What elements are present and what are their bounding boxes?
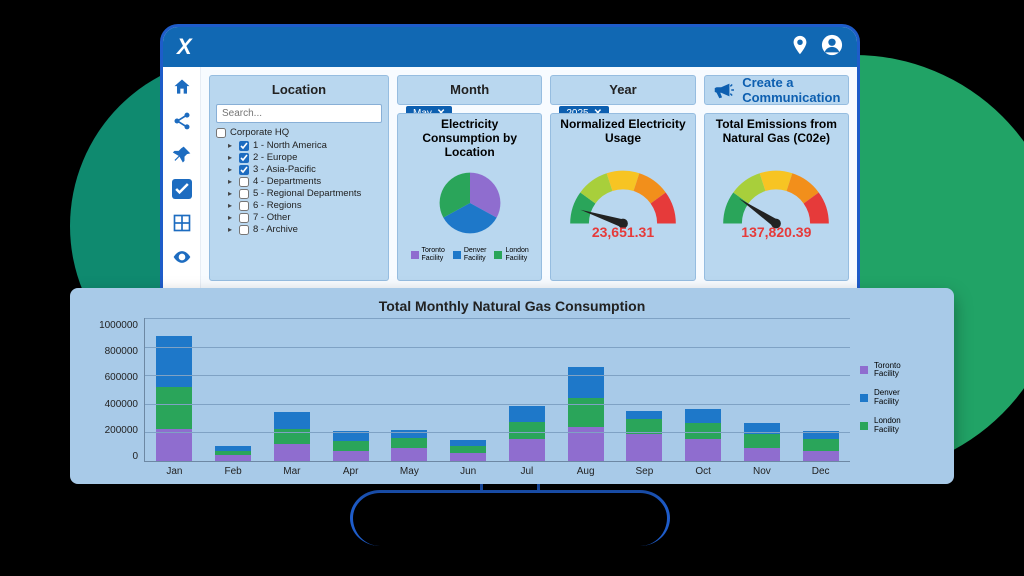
- account-icon[interactable]: [821, 34, 843, 61]
- check-icon[interactable]: [172, 179, 192, 199]
- bar-column: [498, 406, 557, 461]
- gauge2-chart: [711, 150, 841, 232]
- location-item-cb[interactable]: [239, 189, 249, 199]
- location-item-cb[interactable]: [239, 177, 249, 187]
- location-item-label: 4 - Departments: [253, 176, 321, 187]
- monitor-base: [350, 490, 670, 546]
- location-item[interactable]: ▸7 - Other: [228, 212, 382, 223]
- bar-column: [263, 412, 322, 461]
- pie-legend-item: LondonFacility: [494, 247, 528, 262]
- bar-chart-title: Total Monthly Natural Gas Consumption: [84, 298, 940, 314]
- app-header: X: [163, 27, 857, 67]
- pie-panel: Electricity Consumption by Location Toro…: [397, 113, 542, 281]
- location-title: Location: [210, 76, 388, 103]
- bar-column: [380, 430, 439, 461]
- pie-legend-item: DenverFacility: [453, 247, 487, 262]
- pin-icon[interactable]: [172, 145, 192, 165]
- bar-column: [615, 411, 674, 461]
- bar-column: [145, 336, 204, 461]
- month-panel: Month May✕: [397, 75, 542, 105]
- app-logo: X: [177, 34, 192, 60]
- gauge1-panel: Normalized Electricity Usage 23,651.31: [550, 113, 695, 281]
- location-tree: Corporate HQ ▸1 - North America▸2 - Euro…: [210, 127, 388, 236]
- location-item-label: 6 - Regions: [253, 200, 302, 211]
- gauge1-title: Normalized Electricity Usage: [557, 118, 688, 146]
- location-item[interactable]: ▸8 - Archive: [228, 224, 382, 235]
- location-item-cb[interactable]: [239, 201, 249, 211]
- location-search: [216, 103, 382, 123]
- gauge1-value: 23,651.31: [592, 224, 654, 240]
- location-item-label: 2 - Europe: [253, 152, 297, 163]
- year-title: Year: [551, 76, 694, 103]
- bar-column: [791, 431, 850, 461]
- location-item-cb[interactable]: [239, 141, 249, 151]
- location-root-label: Corporate HQ: [230, 127, 289, 138]
- create-label: Create aCommunication: [742, 75, 840, 105]
- header-icons: [789, 34, 843, 61]
- location-root-cb[interactable]: [216, 128, 226, 138]
- location-item[interactable]: ▸6 - Regions: [228, 200, 382, 211]
- location-item-cb[interactable]: [239, 225, 249, 235]
- location-icon[interactable]: [789, 34, 811, 61]
- bar-chart-card: Total Monthly Natural Gas Consumption 10…: [70, 288, 954, 484]
- location-root[interactable]: Corporate HQ: [216, 127, 382, 138]
- pie-title: Electricity Consumption by Location: [404, 118, 535, 159]
- location-panel: Location Corporate HQ ▸1 - North America…: [209, 75, 389, 281]
- pie-legend: TorontoFacility DenverFacility LondonFacil…: [411, 247, 529, 262]
- bar-column: [674, 409, 733, 461]
- location-item-label: 1 - North America: [253, 140, 327, 151]
- location-item-cb[interactable]: [239, 165, 249, 175]
- home-icon[interactable]: [172, 77, 192, 97]
- bar-chart-plot: JanFebMarAprMayJunJulAugSepOctNovDec: [144, 318, 850, 462]
- pie-chart: [430, 163, 510, 243]
- bar-legend-item: TorontoFacility: [860, 362, 940, 380]
- gauge1-chart: [558, 150, 688, 232]
- gauge2-value: 137,820.39: [741, 224, 811, 240]
- bar-chart-legend: TorontoFacility DenverFacility LondonFacil…: [850, 318, 940, 478]
- bar-column: [556, 367, 615, 461]
- bar-legend-item: LondonFacility: [860, 417, 940, 435]
- grid-icon[interactable]: [172, 213, 192, 233]
- year-panel: Year 2025✕: [550, 75, 695, 105]
- share-icon[interactable]: [172, 111, 192, 131]
- location-search-input[interactable]: [216, 104, 382, 123]
- location-item-cb[interactable]: [239, 153, 249, 163]
- location-item-label: 3 - Asia-Pacific: [253, 164, 316, 175]
- bar-column: [439, 440, 498, 461]
- location-item[interactable]: ▸5 - Regional Departments: [228, 188, 382, 199]
- bar-column: [321, 431, 380, 461]
- location-item[interactable]: ▸4 - Departments: [228, 176, 382, 187]
- bar-chart-yaxis: 10000008000006000004000002000000: [84, 318, 144, 478]
- location-item[interactable]: ▸1 - North America: [228, 140, 382, 151]
- gauge2-title: Total Emissions from Natural Gas (C02e): [711, 118, 842, 146]
- location-item[interactable]: ▸3 - Asia-Pacific: [228, 164, 382, 175]
- location-item-cb[interactable]: [239, 213, 249, 223]
- location-item-label: 8 - Archive: [253, 224, 298, 235]
- pie-legend-item: TorontoFacility: [411, 247, 445, 262]
- bar-column: [204, 446, 263, 461]
- create-communication-button[interactable]: Create aCommunication: [704, 75, 849, 105]
- gauge2-panel: Total Emissions from Natural Gas (C02e) …: [704, 113, 849, 281]
- bar-column: [733, 423, 792, 461]
- location-item-label: 5 - Regional Departments: [253, 188, 361, 199]
- megaphone-icon: [712, 79, 734, 101]
- eye-icon[interactable]: [172, 247, 192, 267]
- bar-legend-item: DenverFacility: [860, 389, 940, 407]
- location-item-label: 7 - Other: [253, 212, 291, 223]
- location-item[interactable]: ▸2 - Europe: [228, 152, 382, 163]
- month-title: Month: [398, 76, 541, 103]
